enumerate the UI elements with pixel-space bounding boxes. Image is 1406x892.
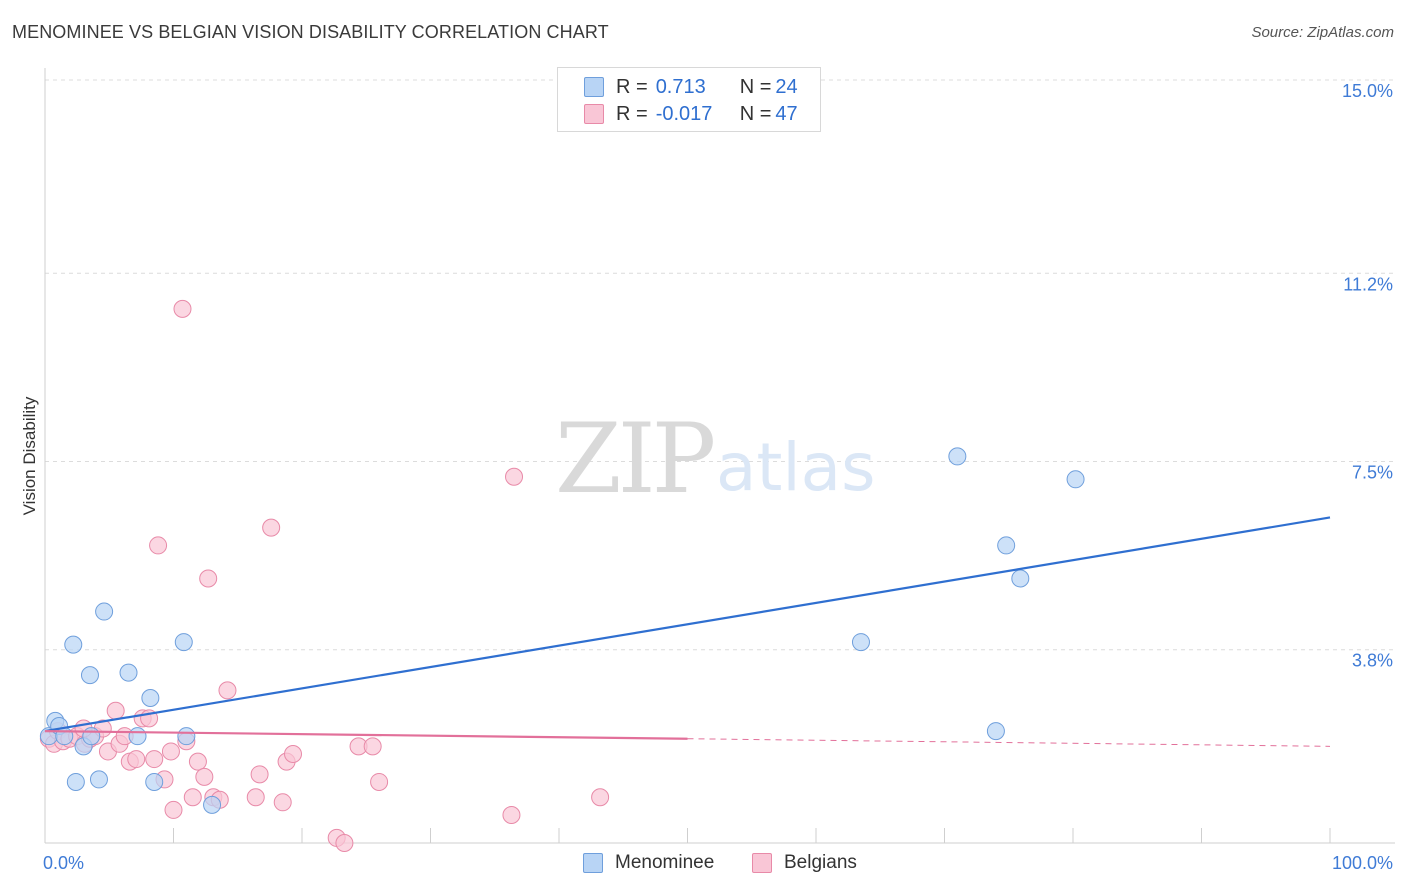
n-label: N = — [739, 102, 772, 125]
menominee-point — [128, 727, 147, 746]
watermark-zip: ZIP — [555, 403, 714, 515]
belgians-point — [262, 518, 281, 537]
legend-row-belgians: R = -0.017 N = 47 — [558, 101, 798, 127]
belgians-point — [106, 701, 125, 720]
stats-legend: R = 0.713 N = 24 R = -0.017 N = 47 — [557, 67, 821, 132]
belgians-point — [505, 467, 524, 486]
belgians-point — [188, 752, 207, 771]
watermark-atlas: atlas — [716, 429, 876, 506]
menominee-swatch — [584, 77, 604, 97]
belgians-swatch — [752, 853, 772, 873]
menominee-point — [851, 633, 870, 652]
menominee-point — [141, 689, 160, 708]
belgians-trend-extension — [687, 738, 1331, 747]
belgians-point — [149, 536, 168, 555]
menominee-point — [80, 666, 99, 685]
belgians-point — [335, 834, 354, 852]
belgians-swatch — [584, 104, 604, 124]
x-tick-label: 0.0% — [43, 853, 84, 873]
menominee-point — [177, 727, 196, 746]
belgians-point — [173, 299, 192, 318]
belgians-point — [164, 800, 183, 819]
n-value: 24 — [775, 75, 798, 98]
y-tick-label: 7.5% — [1352, 463, 1393, 483]
n-value: 47 — [775, 102, 798, 125]
trend-lines — [44, 516, 1331, 747]
y-tick-label: 11.2% — [1343, 274, 1393, 294]
menominee-point — [1066, 470, 1085, 489]
menominee-point — [82, 727, 101, 746]
belgians-point — [246, 788, 265, 807]
y-tick-label: 3.8% — [1352, 651, 1393, 671]
legend-label-belgians: Belgians — [784, 852, 857, 873]
menominee-point — [64, 635, 83, 654]
legend-row-menominee: R = 0.713 N = 24 — [558, 74, 798, 100]
belgians-point — [250, 765, 269, 784]
legend-item-belgians[interactable]: Belgians — [752, 852, 857, 874]
y-axis-label: Vision Disability — [20, 396, 39, 515]
menominee-point — [986, 722, 1005, 741]
belgians-point — [363, 737, 382, 756]
y-tick-label: 15.0% — [1342, 81, 1393, 101]
belgians-point — [370, 772, 389, 791]
r-value: -0.017 — [655, 102, 713, 125]
x-tick-labels: 0.0% 100.0% — [43, 853, 1393, 873]
menominee-point — [66, 772, 85, 791]
legend-label-menominee: Menominee — [615, 852, 715, 873]
menominee-trend-line — [44, 516, 1331, 733]
belgians-point — [127, 750, 146, 769]
x-tick-label: 100.0% — [1332, 853, 1393, 873]
r-label: R = — [616, 75, 648, 98]
menominee-point — [948, 447, 967, 466]
r-label: R = — [616, 102, 648, 125]
belgians-point — [145, 750, 164, 769]
axes — [44, 68, 1395, 844]
menominee-point — [119, 663, 138, 682]
legend-item-menominee[interactable]: Menominee — [583, 852, 714, 874]
menominee-point — [95, 602, 114, 621]
series-legend: Menominee Belgians — [0, 852, 1406, 878]
belgians-point — [284, 744, 303, 763]
chart-title: MENOMINEE VS BELGIAN VISION DISABILITY C… — [12, 22, 609, 42]
gridlines — [45, 79, 1395, 651]
n-label: N = — [739, 75, 772, 98]
menominee-point — [203, 795, 222, 814]
belgians-point — [195, 767, 214, 786]
belgians-points — [39, 299, 610, 852]
belgians-point — [199, 569, 218, 588]
belgians-point — [183, 788, 202, 807]
belgians-point — [218, 681, 237, 700]
belgians-point — [591, 788, 610, 807]
y-tick-labels: 3.8% 7.5% 11.2% 15.0% — [1342, 81, 1393, 671]
belgians-point — [161, 742, 180, 761]
belgians-point — [273, 793, 292, 812]
menominee-point — [145, 772, 164, 791]
belgians-point — [502, 806, 521, 825]
menominee-point — [997, 536, 1016, 555]
menominee-point — [174, 633, 193, 652]
r-value: 0.713 — [655, 75, 706, 98]
menominee-point — [1011, 569, 1030, 588]
menominee-point — [89, 770, 108, 789]
source-label: Source: ZipAtlas.com — [1251, 24, 1394, 41]
menominee-swatch — [583, 853, 603, 873]
belgians-trend-line — [44, 729, 688, 740]
